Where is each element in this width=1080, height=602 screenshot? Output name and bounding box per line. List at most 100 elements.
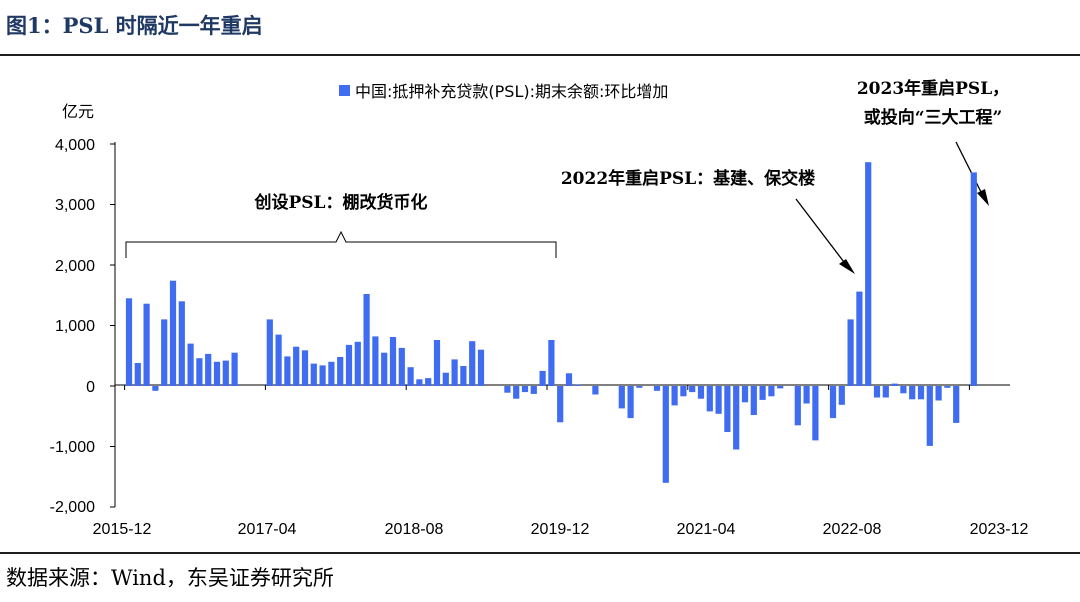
psl-bar-chart: 中国:抵押补充贷款(PSL):期末余额:环比增加 亿元 4,000 3,000 … xyxy=(50,78,1029,538)
bar-2023-01 xyxy=(873,386,881,398)
bar-2018-02 xyxy=(354,341,361,386)
bar-2020-12 xyxy=(653,386,661,391)
bar-2020-01 xyxy=(557,386,564,423)
y-tick-label: 0 xyxy=(86,379,95,396)
bar-2017-08 xyxy=(301,350,309,386)
bar-2017-09 xyxy=(310,363,317,386)
bar-2023-05 xyxy=(909,386,916,400)
bar-2019-11 xyxy=(539,370,546,386)
bar-2020-08 xyxy=(618,386,625,409)
bar-2016-03 xyxy=(152,386,159,391)
bar-2022-04 xyxy=(794,386,801,426)
bar-2022-05 xyxy=(803,386,810,404)
bar-2023-12 xyxy=(970,172,977,386)
y-tick-label: 4,000 xyxy=(55,137,95,154)
bar-2019-03 xyxy=(469,341,476,386)
bar-2015-12 xyxy=(125,298,133,386)
x-tick-label: 2022-08 xyxy=(823,521,882,538)
bar-2016-04 xyxy=(161,319,168,386)
bar-2018-04 xyxy=(372,336,379,386)
bar-2021-01 xyxy=(662,386,669,483)
x-tick-label: 2017-04 xyxy=(238,521,297,538)
bar-2022-01 xyxy=(768,386,775,397)
bar-2019-02 xyxy=(460,366,467,386)
bar-2022-02 xyxy=(777,386,784,389)
bar-2018-01 xyxy=(345,344,353,386)
annotation-2023-restart-line2: 或投向“三大工程” xyxy=(864,107,1003,128)
bar-2018-07 xyxy=(398,347,405,386)
bar-2022-09 xyxy=(838,386,845,405)
bar-2021-11 xyxy=(750,386,757,415)
bar-2020-05 xyxy=(592,386,599,395)
x-tick-label: 2023-12 xyxy=(970,521,1029,538)
bar-2020-02 xyxy=(565,373,573,386)
bar-2019-09 xyxy=(521,386,529,393)
bar-2022-11 xyxy=(856,291,863,386)
bar-2016-06 xyxy=(178,301,185,386)
bar-2020-10 xyxy=(636,386,643,388)
bar-2016-01 xyxy=(134,363,141,386)
bar-2022-10 xyxy=(847,319,854,386)
top-rule xyxy=(0,54,1080,56)
bar-2018-08 xyxy=(407,367,414,386)
y-tick-label: 2,000 xyxy=(55,258,95,275)
bar-2022-08 xyxy=(829,386,837,419)
bar-2021-04 xyxy=(689,386,696,393)
y-tick-label: -1,000 xyxy=(50,439,95,456)
figure-title: 图1：PSL 时隔近一年重启 xyxy=(6,13,263,38)
bar-2017-11 xyxy=(328,361,335,386)
annotation-arrowhead-2022 xyxy=(839,259,855,274)
x-tick-label: 2021-04 xyxy=(677,521,736,538)
annotation-2022-restart: 2022年重启PSL：基建、保交楼 xyxy=(561,168,815,189)
annotation-arrow-2023 xyxy=(955,141,984,197)
bar-series xyxy=(125,162,977,483)
bar-2018-12 xyxy=(442,372,449,386)
source-note: 数据来源：Wind，东吴证券研究所 xyxy=(6,566,334,590)
y-tick-label: 3,000 xyxy=(55,197,95,214)
bar-2021-10 xyxy=(741,386,749,403)
bar-2017-10 xyxy=(319,365,326,386)
bar-2022-06 xyxy=(812,386,819,441)
bar-2019-01 xyxy=(451,359,458,386)
bar-2021-05 xyxy=(697,386,705,399)
bar-2018-09 xyxy=(416,379,423,386)
bar-2018-03 xyxy=(363,294,370,386)
bar-2016-08 xyxy=(196,358,203,386)
annotation-psl-creation: 创设PSL：棚改货币化 xyxy=(253,192,427,213)
x-tick-label: 2018-08 xyxy=(385,521,444,538)
bar-2019-07 xyxy=(504,386,511,393)
y-axis-ticks xyxy=(110,143,115,508)
bar-2019-12 xyxy=(548,340,555,386)
bar-2016-05 xyxy=(169,280,177,386)
bar-2021-06 xyxy=(706,386,713,412)
y-unit-label: 亿元 xyxy=(62,103,94,121)
annotation-arrow-2022 xyxy=(795,198,848,267)
bottom-rule xyxy=(0,552,1080,554)
bar-2017-12 xyxy=(337,357,344,386)
legend-swatch xyxy=(339,85,350,96)
bar-2021-08 xyxy=(724,386,731,432)
bar-2020-03 xyxy=(574,384,581,386)
bar-2023-02 xyxy=(882,386,889,398)
y-tick-label: -2,000 xyxy=(50,499,95,516)
bar-2018-05 xyxy=(381,352,388,386)
bar-2018-06 xyxy=(389,337,397,386)
bar-2019-10 xyxy=(530,386,537,394)
bar-2023-04 xyxy=(900,386,907,394)
bar-2016-12 xyxy=(231,352,238,386)
legend-label: 中国:抵押补充贷款(PSL):期末余额:环比增加 xyxy=(355,82,668,101)
bar-2023-06 xyxy=(917,386,925,400)
bar-2019-04 xyxy=(477,349,485,386)
bar-2021-09 xyxy=(733,386,740,450)
bar-2021-03 xyxy=(680,386,687,397)
bar-2021-07 xyxy=(715,386,722,414)
bar-2018-11 xyxy=(433,340,441,386)
bar-2016-02 xyxy=(143,303,150,386)
y-tick-label: 1,000 xyxy=(55,318,95,335)
annotation-2023-restart-line1: 2023年重启PSL， xyxy=(857,78,1009,99)
x-tick-label: 2015-12 xyxy=(93,521,152,538)
bar-2023-08 xyxy=(935,386,942,401)
annotation-arrowhead-2023 xyxy=(977,189,989,206)
bar-2016-10 xyxy=(213,361,221,386)
bar-2017-05 xyxy=(275,334,282,386)
